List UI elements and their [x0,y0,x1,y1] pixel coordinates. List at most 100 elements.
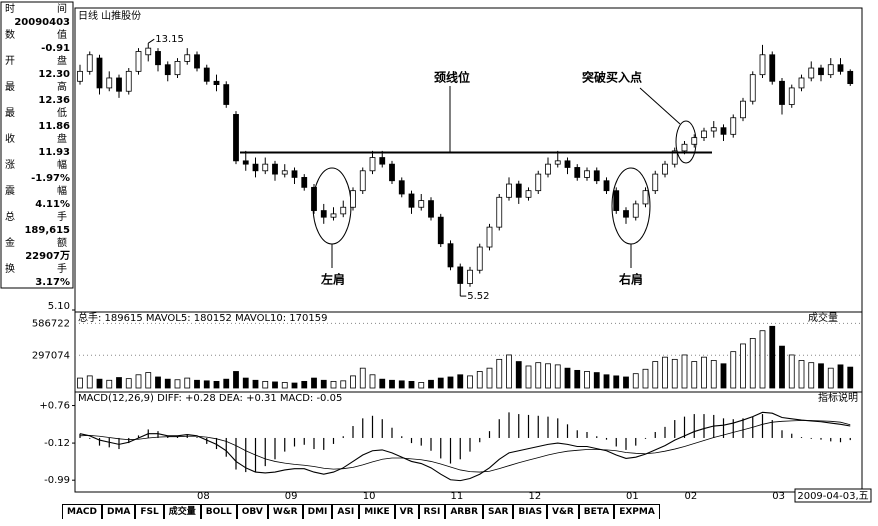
candle-body [467,269,473,284]
candle-body [96,57,103,89]
volume-bar [223,378,230,389]
volume-bar [242,377,249,389]
candle-body [242,160,249,165]
tab[interactable]: BIAS [513,504,548,519]
y-tick-label: 297074 [32,350,70,361]
candle-body [730,117,737,135]
volume-bar [720,363,727,389]
tab[interactable]: V&R [547,504,579,519]
candle-body [759,54,766,76]
volume-bar [447,376,454,389]
volume-bar [359,367,366,389]
candle-body [398,180,405,195]
volume-bar [671,358,678,389]
volume-bar [155,376,161,389]
tab[interactable]: BOLL [200,504,237,519]
tab[interactable]: 成交量 [163,504,201,519]
y-tick-label: +0.76 [39,401,70,412]
volume-bar [710,360,717,389]
tab[interactable]: MIKE [359,504,395,519]
tab[interactable]: FSL [135,504,164,519]
date-box [794,488,872,503]
volume-bar [486,367,493,389]
volume-bar [808,362,815,389]
candle-body [535,173,542,192]
candle-body [86,54,93,72]
candle-body [437,216,444,245]
volume-bar [86,375,93,389]
tab[interactable]: SAR [483,504,514,519]
candle-body [350,190,356,208]
volume-bar [379,378,386,389]
volume-bar [340,380,347,389]
candle-body [691,137,698,145]
candle-body [174,61,181,76]
volume-bar [574,369,581,389]
info-value: 12.30 [38,69,70,80]
candle-body [476,246,483,271]
volume-bar [837,364,844,389]
tab[interactable]: RSI [418,504,446,519]
info-value: 3.17% [35,277,70,288]
candle-body [233,114,239,162]
tab[interactable]: BETA [578,504,615,519]
tab[interactable]: ARBR [445,504,483,519]
info-value: 11.86 [38,121,70,132]
candle-body [272,163,278,175]
volume-bar [506,354,512,389]
volume-bar [779,345,785,389]
candle-body [515,183,522,198]
volume-bar [174,379,181,389]
tab[interactable]: W&R [267,504,303,519]
tab[interactable]: DMA [102,504,136,519]
volume-bar [632,373,639,389]
volume-bar [545,363,551,389]
candle-body [613,190,620,211]
candle-body [359,170,366,192]
volume-bar [437,377,444,389]
candle-body [808,67,815,79]
volume-bar [369,374,376,389]
candle-body [642,190,649,205]
volume-bar [145,372,152,389]
candle-body [301,177,308,188]
candle-body [379,157,386,165]
info-value: -1.97% [31,173,70,184]
breakout-label: 突破买入点 [582,70,642,85]
tab[interactable]: EXPMA [614,504,660,519]
volume-subtitle: 成交量 [808,311,838,324]
candle-body [584,170,590,178]
info-label: 时间 [5,2,67,15]
candle-body [779,80,785,105]
tab[interactable]: MACD [62,504,102,519]
candle-body [311,186,317,211]
candle-body [506,183,512,198]
tab[interactable]: OBV [236,504,268,519]
info-label: 最高 [5,80,67,93]
info-label: 开盘 [5,54,67,67]
volume-bar [291,382,298,389]
candle-body [389,163,395,182]
volume-bar [252,379,259,389]
x-tick-label: 09 [285,491,298,502]
tab[interactable]: VR [394,504,419,519]
tab[interactable]: DMI [302,504,333,519]
tab[interactable]: ASI [332,504,360,519]
candle-body [252,163,259,172]
volume-bar [642,368,649,389]
candle-body [418,200,425,208]
candle-body [164,64,171,76]
volume-bar [203,380,210,389]
y-tick-label: -0.99 [44,475,70,486]
x-tick-label: 08 [197,491,210,502]
candle-body [837,64,844,72]
volume-bar [769,325,776,389]
volume-bar [525,365,532,389]
macd-subtitle: 指标说明 [818,391,858,404]
info-frame [0,1,74,289]
candle-body [554,160,561,165]
y-tick-label: -0.12 [44,438,70,449]
volume-bar [652,361,659,389]
tab-bar: MACD DMA FSL 成交量 BOLL OBV W&R DMI ASI MIKE VR RSI AR… [62,504,660,519]
cursor-date: 2009-04-03,五 [797,491,868,502]
